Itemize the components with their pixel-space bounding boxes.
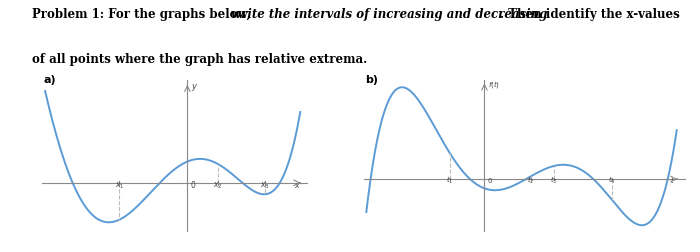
Text: Problem 1: For the graphs below,: Problem 1: For the graphs below, (32, 8, 254, 20)
Text: b): b) (365, 75, 378, 85)
Text: 0: 0 (488, 177, 492, 183)
Text: $x_2$: $x_2$ (214, 180, 223, 191)
Text: $t_3$: $t_3$ (550, 174, 558, 185)
Text: $t_4$: $t_4$ (608, 174, 616, 185)
Text: $x_1$: $x_1$ (115, 180, 124, 191)
Text: $t$: $t$ (670, 174, 675, 184)
Text: $t_1$: $t_1$ (446, 174, 454, 185)
Text: $x_3$: $x_3$ (260, 180, 270, 191)
Text: . Then identify the x-values: . Then identify the x-values (500, 8, 680, 20)
Text: $x$: $x$ (294, 180, 300, 189)
Text: write the intervals of increasing and decreasing: write the intervals of increasing and de… (231, 8, 547, 20)
Text: 0: 0 (190, 180, 195, 189)
Text: $y$: $y$ (191, 82, 198, 93)
Text: $t_2$: $t_2$ (527, 174, 535, 185)
Text: a): a) (43, 75, 56, 85)
Text: of all points where the graph has relative extrema.: of all points where the graph has relati… (32, 53, 367, 66)
Text: $f(t)$: $f(t)$ (488, 79, 500, 90)
